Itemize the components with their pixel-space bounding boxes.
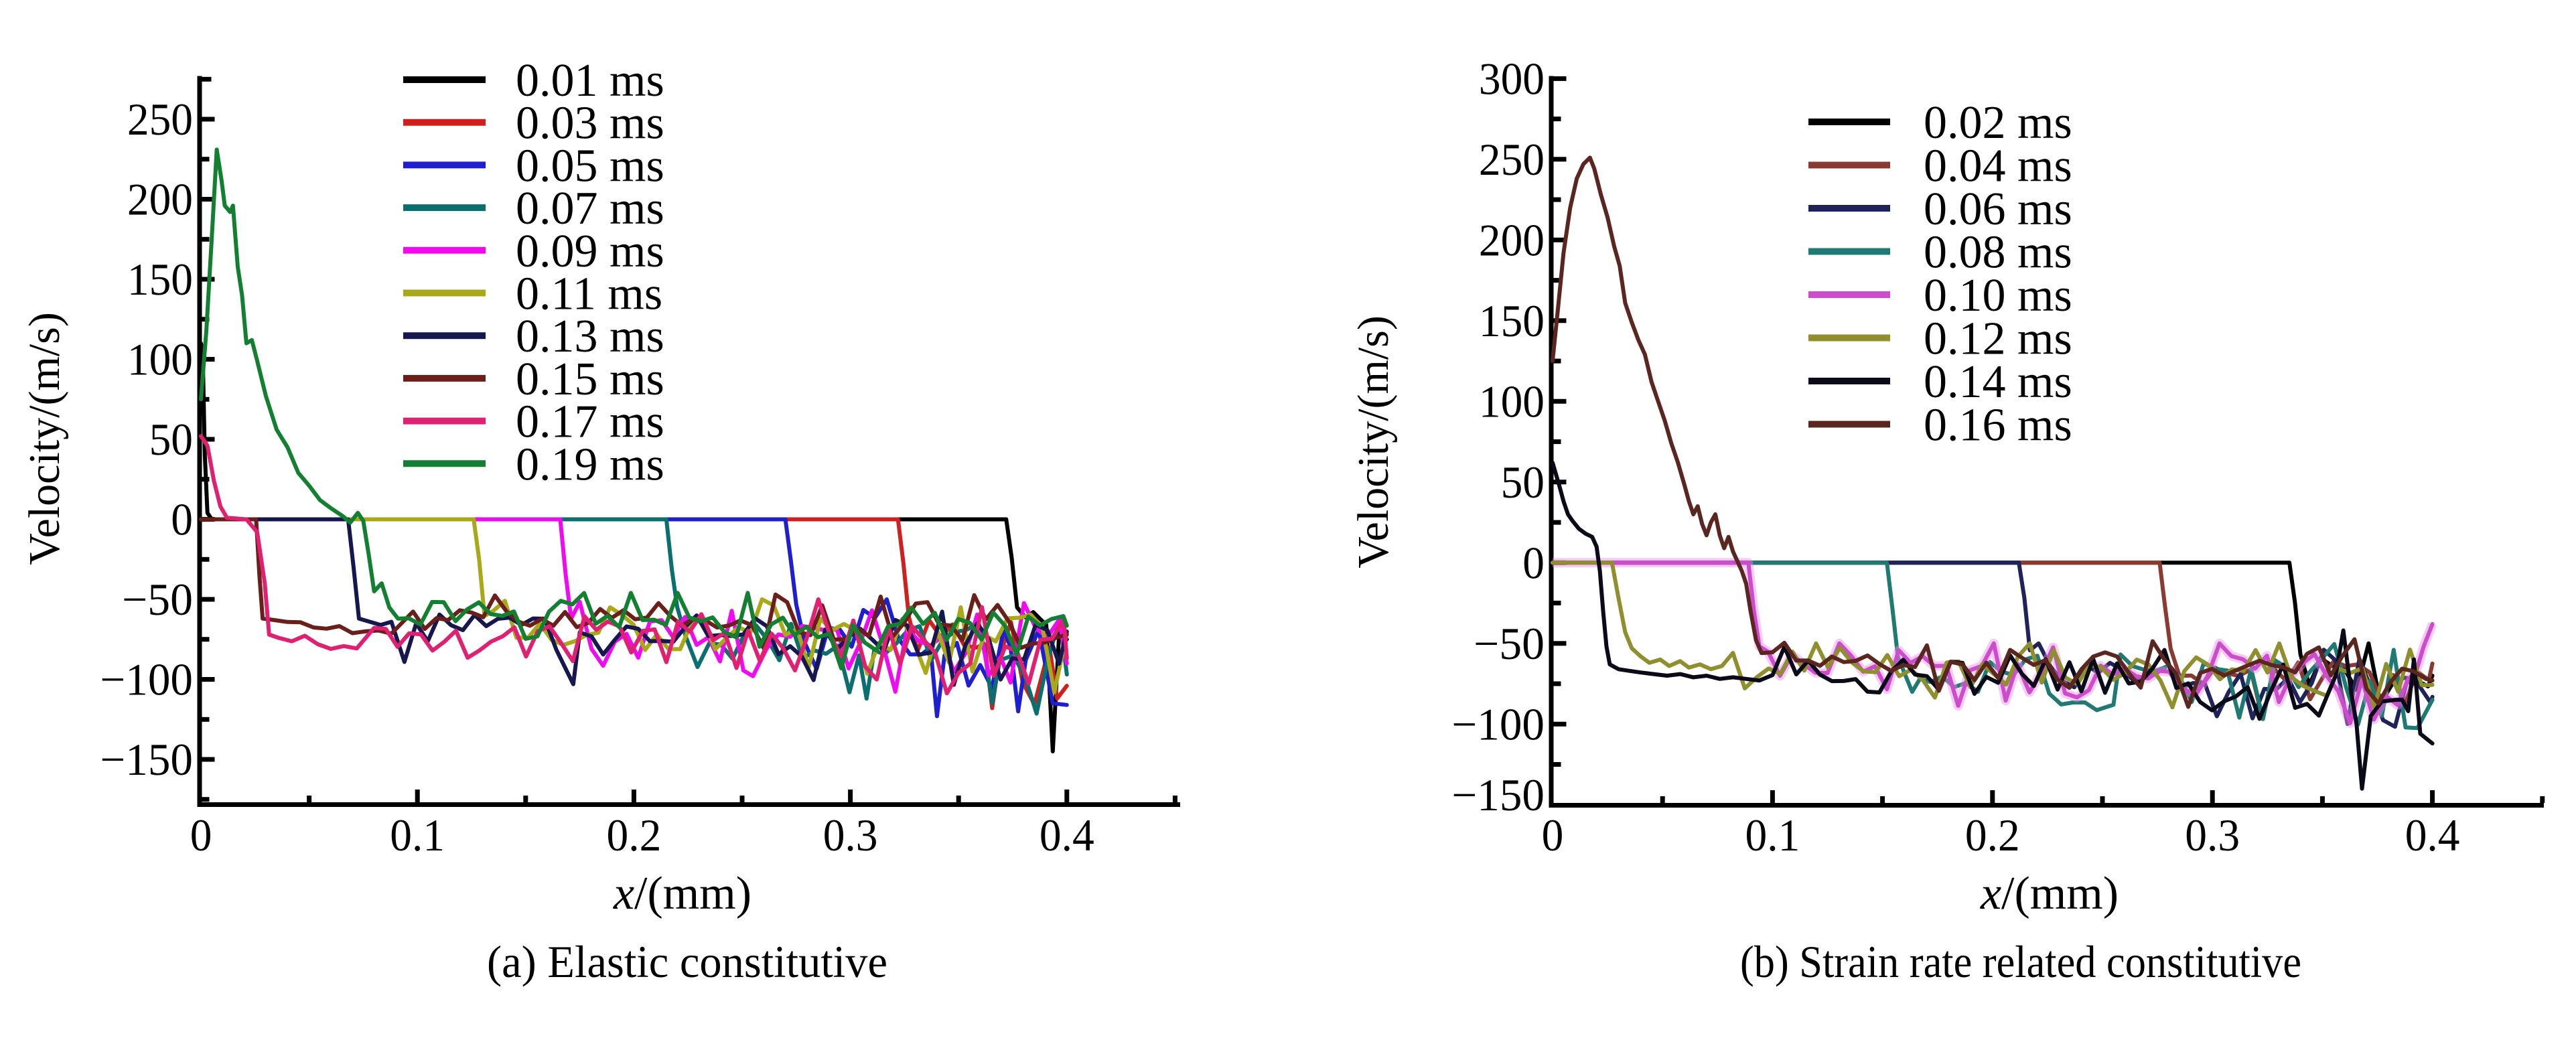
svg-text:250: 250 xyxy=(1479,134,1545,185)
svg-text:x/(mm): x/(mm) xyxy=(613,868,752,919)
svg-text:0.01 ms: 0.01 ms xyxy=(516,55,664,106)
svg-text:0.09 ms: 0.09 ms xyxy=(516,226,664,277)
svg-text:50: 50 xyxy=(1501,457,1545,508)
svg-text:0.3: 0.3 xyxy=(823,810,878,861)
svg-text:300: 300 xyxy=(1479,53,1545,104)
svg-text:0.1: 0.1 xyxy=(1745,810,1800,861)
svg-text:−50: −50 xyxy=(1474,618,1545,669)
svg-text:0: 0 xyxy=(1542,810,1564,861)
svg-text:Velocity/(m/s): Velocity/(m/s) xyxy=(1349,315,1398,569)
svg-text:(b) Strain rate related consti: (b) Strain rate related constitutive xyxy=(1740,936,2301,987)
svg-text:200: 200 xyxy=(127,174,193,225)
svg-text:0.17 ms: 0.17 ms xyxy=(516,396,664,448)
svg-text:0.16 ms: 0.16 ms xyxy=(1924,400,2072,451)
svg-text:−100: −100 xyxy=(100,654,193,705)
svg-text:Velocity/(m/s): Velocity/(m/s) xyxy=(20,312,69,565)
svg-text:0.10 ms: 0.10 ms xyxy=(1924,270,2072,321)
svg-text:0.12 ms: 0.12 ms xyxy=(1924,313,2072,365)
svg-text:0.05 ms: 0.05 ms xyxy=(516,140,664,192)
svg-text:0: 0 xyxy=(1522,537,1545,588)
svg-text:0.4: 0.4 xyxy=(1040,810,1094,861)
svg-text:0.2: 0.2 xyxy=(607,810,662,861)
svg-text:150: 150 xyxy=(1479,295,1545,346)
svg-text:0.4: 0.4 xyxy=(2405,810,2460,861)
svg-text:200: 200 xyxy=(1479,214,1545,265)
svg-text:x/(mm): x/(mm) xyxy=(1980,868,2119,919)
svg-text:50: 50 xyxy=(149,414,193,465)
svg-text:(a) Elastic constitutive: (a) Elastic constitutive xyxy=(487,936,887,987)
svg-text:0: 0 xyxy=(190,810,212,861)
svg-text:−150: −150 xyxy=(1451,769,1545,820)
svg-text:100: 100 xyxy=(127,334,193,385)
svg-text:0.06 ms: 0.06 ms xyxy=(1924,183,2072,235)
svg-text:−50: −50 xyxy=(122,574,193,625)
svg-text:0.04 ms: 0.04 ms xyxy=(1924,141,2072,192)
svg-text:100: 100 xyxy=(1479,376,1545,427)
svg-text:0.1: 0.1 xyxy=(390,810,445,861)
svg-text:0.02 ms: 0.02 ms xyxy=(1924,97,2072,149)
svg-text:150: 150 xyxy=(127,254,193,305)
svg-text:0.11 ms: 0.11 ms xyxy=(516,269,662,320)
svg-text:0.03 ms: 0.03 ms xyxy=(516,98,664,149)
svg-text:250: 250 xyxy=(127,94,193,145)
svg-text:0.15 ms: 0.15 ms xyxy=(516,354,664,405)
svg-text:−150: −150 xyxy=(100,734,193,785)
svg-text:−100: −100 xyxy=(1451,698,1545,749)
svg-text:0.2: 0.2 xyxy=(1965,810,2020,861)
svg-text:0.3: 0.3 xyxy=(2185,810,2240,861)
svg-text:0.14 ms: 0.14 ms xyxy=(1924,356,2072,408)
svg-text:0: 0 xyxy=(171,494,193,545)
svg-text:0.08 ms: 0.08 ms xyxy=(1924,227,2072,279)
svg-text:0.07 ms: 0.07 ms xyxy=(516,183,664,234)
svg-text:0.13 ms: 0.13 ms xyxy=(516,311,664,362)
svg-text:0.19 ms: 0.19 ms xyxy=(516,439,664,490)
